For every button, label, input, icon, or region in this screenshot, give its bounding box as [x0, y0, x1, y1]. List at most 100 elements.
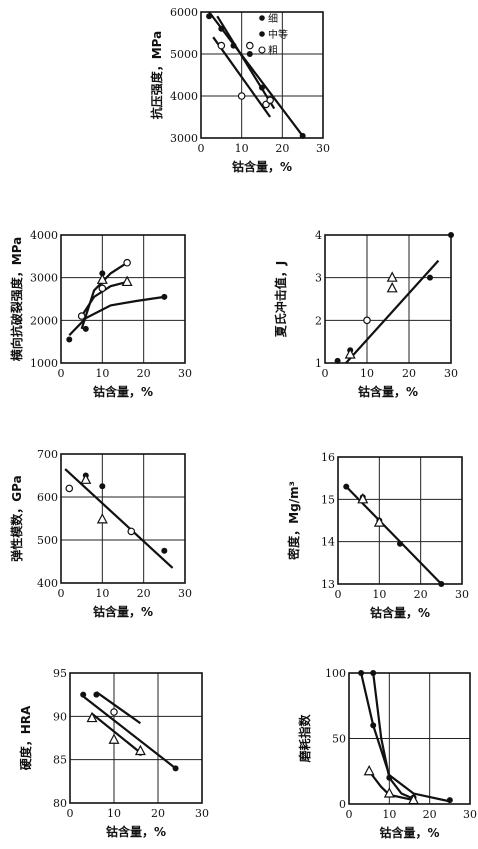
x-tick-label: 20 [137, 587, 151, 600]
data-point-filled [82, 325, 89, 332]
y-tick-label: 600 [37, 491, 58, 504]
data-point-filled [259, 84, 265, 91]
data-point-triangle [108, 733, 120, 744]
x-tick-label: 20 [402, 367, 416, 380]
x-axis-label: 钴含量，% [93, 604, 153, 619]
y-tick-label: 90 [53, 710, 67, 723]
data-point-triangle [96, 513, 108, 524]
data-point-filled [161, 293, 168, 300]
chart-panel-2: 0 10 20 30 1000 2000 3000 4000 钴含量，% 横向抗破裂强度，MPa [9, 229, 192, 399]
x-axis-label: 钴含量，% [379, 825, 439, 840]
x-tick-label: 0 [346, 808, 353, 821]
plot-frame [337, 456, 463, 585]
trend-line [68, 295, 165, 337]
data-point-filled [358, 670, 365, 676]
data-point-filled [161, 547, 168, 554]
trend-line [360, 672, 451, 803]
x-tick-label: 20 [151, 807, 165, 820]
y-tick-label: 500 [37, 534, 58, 547]
data-point-filled [80, 691, 87, 698]
trend-line [212, 36, 272, 118]
trend-line [91, 712, 142, 754]
y-tick-label: 400 [37, 577, 58, 590]
data-point-filled [386, 774, 393, 781]
x-tick-label: 10 [235, 142, 249, 155]
legend-marker [258, 46, 266, 54]
x-tick-label: 0 [58, 587, 65, 600]
y-tick-label: 1 [315, 357, 322, 370]
y-axis-label: 夏氏冲击值，J [273, 261, 288, 337]
x-tick-label: 10 [107, 807, 121, 820]
x-tick-label: 20 [275, 142, 289, 155]
y-axis-label: 横向抗破裂强度，MPa [9, 237, 24, 362]
data-point-filled [246, 51, 253, 57]
data-point-open [266, 96, 274, 105]
y-tick-label: 85 [53, 754, 67, 767]
x-tick-label: 10 [95, 587, 109, 600]
y-tick-label: 3 [315, 272, 322, 285]
y-tick-label: 80 [53, 797, 67, 810]
trend-line [345, 259, 440, 364]
data-point-triangle [408, 793, 420, 805]
data-point-filled [206, 13, 213, 20]
data-point-triangle [121, 275, 133, 287]
x-tick-label: 10 [382, 808, 396, 821]
y-axis-label: 弹性模数，GPa [9, 475, 24, 561]
legend-label: 粗 [268, 45, 278, 57]
x-tick-label: 30 [455, 588, 469, 601]
x-tick-label: 30 [178, 367, 192, 380]
data-point-filled [370, 722, 377, 729]
y-tick-label: 2 [315, 314, 322, 327]
data-point-open [123, 258, 131, 267]
data-point-filled [172, 765, 179, 772]
trend-line [216, 15, 276, 110]
x-tick-label: 0 [198, 142, 205, 155]
x-tick-label: 10 [95, 367, 109, 380]
data-point-filled [438, 581, 445, 587]
x-axis-label: 钴含量，% [93, 384, 153, 399]
y-tick-label: 2000 [30, 314, 58, 327]
y-tick-label: 15 [321, 493, 335, 506]
x-tick-label: 30 [463, 808, 477, 821]
x-axis-label: 钴含量，% [106, 824, 166, 839]
y-tick-label: 5000 [170, 48, 198, 61]
data-point-open [217, 41, 226, 50]
legend-label: 中等 [268, 28, 288, 41]
trend-line [372, 672, 414, 800]
plot-frame [200, 11, 324, 139]
plot-frame [69, 672, 203, 804]
chart-panel-6: 0 10 20 30 80 85 90 95 钴含量，% 硬度，HRA [18, 667, 209, 839]
data-point-filled [66, 336, 73, 343]
y-axis-label: 磨耗指数 [297, 714, 312, 764]
x-axis-label: 钴含量，% [370, 605, 430, 620]
data-point-triangle [373, 516, 385, 527]
x-tick-label: 20 [423, 808, 437, 821]
y-tick-label: 95 [53, 667, 67, 680]
data-point-triangle [386, 271, 398, 282]
data-point-filled [343, 483, 350, 490]
y-tick-label: 50 [332, 733, 346, 746]
data-point-open [98, 284, 107, 293]
y-axis-label: 抗压强度，MPa [149, 31, 164, 120]
data-point-filled [370, 670, 377, 676]
trend-line [64, 468, 174, 569]
data-point-open [246, 41, 254, 50]
y-tick-label: 3000 [170, 132, 198, 145]
data-point-filled [93, 691, 100, 698]
x-tick-label: 20 [414, 588, 428, 601]
data-point-filled [446, 797, 453, 804]
plot-frame [324, 234, 452, 364]
plot-frame [60, 453, 186, 584]
legend-label: 细 [268, 12, 278, 25]
x-tick-label: 0 [335, 588, 342, 601]
x-axis-label: 钴含量，% [232, 159, 292, 174]
x-tick-label: 10 [360, 367, 374, 380]
trend-line [208, 11, 304, 137]
chart-panel-7: 0 10 20 30 0 50 100 钴含量，% 磨耗指数 [297, 667, 477, 840]
chart-panel-5: 0 10 20 30 13 14 15 16 钴含量，% 密度，Mg/m³ [286, 451, 469, 620]
legend-marker [259, 31, 265, 37]
data-point-filled [448, 232, 454, 238]
data-point-triangle [134, 744, 146, 756]
data-point-filled [218, 25, 225, 32]
